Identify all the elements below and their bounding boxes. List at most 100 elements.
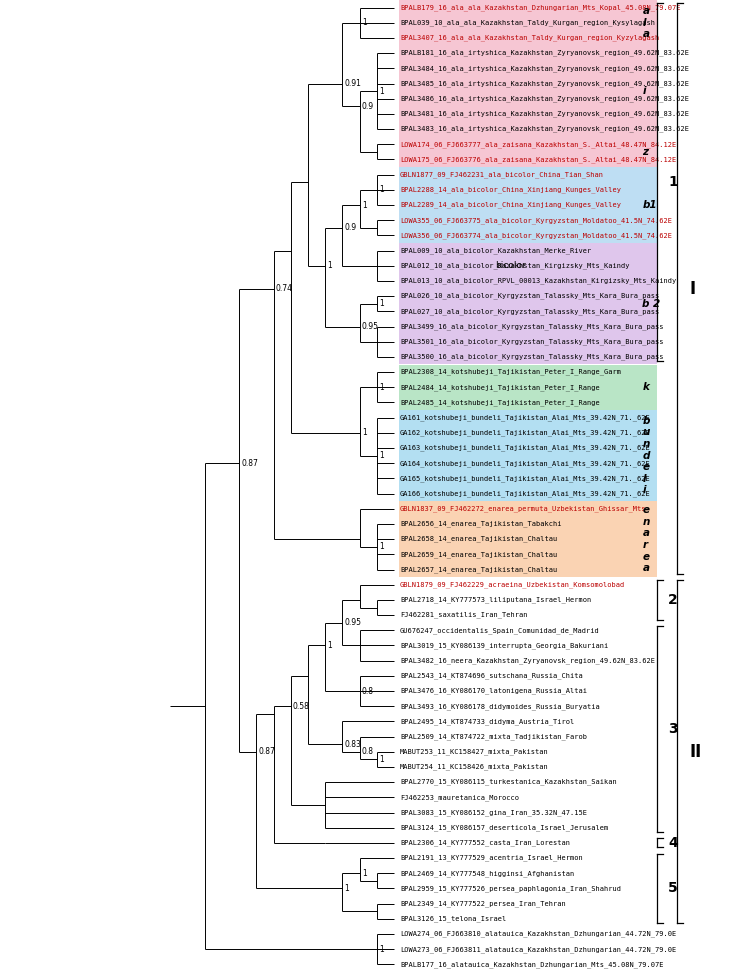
Text: BPAL2191_13_KY777529_acentria_Israel_Hermon: BPAL2191_13_KY777529_acentria_Israel_Her… [400,854,583,861]
Text: 0.9: 0.9 [362,102,374,111]
Text: BPALB181_16_ala_irtyshica_Kazakhstan_Zyryanovsk_region_49.62N_83.62E: BPALB181_16_ala_irtyshica_Kazakhstan_Zyr… [400,50,689,56]
Text: BPAL3019_15_KY086139_interrupta_Georgia_Bakuriani: BPAL3019_15_KY086139_interrupta_Georgia_… [400,642,608,648]
Text: 0.9: 0.9 [345,224,357,232]
Text: BPAL3481_16_ala_irtyshica_Kazakhstan_Zyryanovsk_region_49.62N_83.62E: BPAL3481_16_ala_irtyshica_Kazakhstan_Zyr… [400,111,689,118]
Text: 1: 1 [362,18,366,27]
Text: 2: 2 [668,593,677,607]
Text: LOWA273_06_FJ663811_alatauica_Kazakhstan_Dzhungarian_44.72N_79.0E: LOWA273_06_FJ663811_alatauica_Kazakhstan… [400,946,676,953]
Text: 0.8: 0.8 [362,686,374,696]
Text: BPAL3484_16_ala_irtyshica_Kazakhstan_Zyryanovsk_region_49.62N_83.62E: BPAL3484_16_ala_irtyshica_Kazakhstan_Zyr… [400,65,689,72]
Text: BPAL2543_14_KT874696_sutschana_Russia_Chita: BPAL2543_14_KT874696_sutschana_Russia_Ch… [400,673,583,679]
Text: BPAL2770_15_KY086115_turkestanica_Kazakhstan_Saikan: BPAL2770_15_KY086115_turkestanica_Kazakh… [400,779,617,785]
Text: MABUT254_11_KC158426_mixta_Pakistan: MABUT254_11_KC158426_mixta_Pakistan [400,764,549,770]
Text: 0.74: 0.74 [276,284,293,294]
Text: b
u
n
d
e
l
i: b u n d e l i [642,416,650,496]
Bar [399,364,657,410]
Text: BPAL2289_14_ala_bicolor_China_Xinjiang_Kunges_Valley: BPAL2289_14_ala_bicolor_China_Xinjiang_K… [400,202,621,208]
Text: 1: 1 [362,200,366,210]
Text: BPAL027_10_ala_bicolor_Kyrgyzstan_Talassky_Mts_Kara_Bura_pass: BPAL027_10_ala_bicolor_Kyrgyzstan_Talass… [400,308,659,315]
Bar [399,46,657,167]
Text: GA162_kotshubeji_bundeli_Tajikistan_Alai_Mts_39.42N_71._62E: GA162_kotshubeji_bundeli_Tajikistan_Alai… [400,430,650,436]
Text: BPALB179_16_ala_ala_Kazakhstan_Dzhungarian_Mts_Kopal_45.08N_79.07E: BPALB179_16_ala_ala_Kazakhstan_Dzhungari… [400,4,680,11]
Text: 1: 1 [379,451,384,460]
Text: LOWA355_06_FJ663775_ala_bicolor_Kyrgyzstan_Moldatoo_41.5N_74.62E: LOWA355_06_FJ663775_ala_bicolor_Kyrgyzst… [400,217,672,224]
Text: k: k [642,382,649,393]
Text: GA166_kotshubeji_bundeli_Tajikistan_Alai_Mts_39.42N_71._62E: GA166_kotshubeji_bundeli_Tajikistan_Alai… [400,490,650,497]
Text: BPAL2288_14_ala_bicolor_China_Xinjiang_Kunges_Valley: BPAL2288_14_ala_bicolor_China_Xinjiang_K… [400,187,621,193]
Text: 5: 5 [668,882,677,895]
Text: 1: 1 [328,641,332,650]
Text: BPAL2658_14_enarea_Tajikistan_Chaltau: BPAL2658_14_enarea_Tajikistan_Chaltau [400,536,557,542]
Text: GA165_kotshubeji_bundeli_Tajikistan_Alai_Mts_39.42N_71._62E: GA165_kotshubeji_bundeli_Tajikistan_Alai… [400,475,650,482]
Text: BPAL2959_15_KY777526_persea_paphlagonia_Iran_Shahrud: BPAL2959_15_KY777526_persea_paphlagonia_… [400,885,621,891]
Text: BPAL2657_14_enarea_Tajikistan_Chaltau: BPAL2657_14_enarea_Tajikistan_Chaltau [400,567,557,573]
Text: BPALB177_16_alatauica_Kazakhstan_Dzhungarian_Mts_45.08N_79.07E: BPALB177_16_alatauica_Kazakhstan_Dzhunga… [400,961,664,968]
Text: 0.83: 0.83 [345,740,361,748]
Text: MABUT253_11_KC158427_mixta_Pakistan: MABUT253_11_KC158427_mixta_Pakistan [400,748,549,755]
Text: 0.8: 0.8 [362,747,374,756]
Text: II: II [690,743,702,761]
Text: I: I [690,280,696,297]
Text: GBLN1877_09_FJ462231_ala_bicolor_China_Tian_Shan: GBLN1877_09_FJ462231_ala_bicolor_China_T… [400,171,604,178]
Text: i: i [642,87,646,96]
Text: GBLN1837_09_FJ462272_enarea_permuta_Uzbekistan_Ghissar_Mts: GBLN1837_09_FJ462272_enarea_permuta_Uzbe… [400,505,647,512]
Text: BPAL3476_16_KY086170_latonigena_Russia_Altai: BPAL3476_16_KY086170_latonigena_Russia_A… [400,688,587,694]
Bar [399,0,657,46]
Text: 1: 1 [379,542,384,551]
Text: BPAL2308_14_kotshubeji_Tajikistan_Peter_I_Range_Garm: BPAL2308_14_kotshubeji_Tajikistan_Peter_… [400,368,621,375]
Text: 1: 1 [379,299,384,308]
Text: 1: 1 [379,945,384,954]
Text: a
l
a: a l a [642,6,650,40]
Text: BPAL2656_14_enarea_Tajikistan_Tabakchi: BPAL2656_14_enarea_Tajikistan_Tabakchi [400,521,561,527]
Text: bicolor: bicolor [495,261,526,270]
Bar [399,410,657,502]
Text: 1: 1 [668,175,677,190]
Text: GBLN1879_09_FJ462229_acraeina_Uzbekistan_Komsomolobad: GBLN1879_09_FJ462229_acraeina_Uzbekistan… [400,581,626,588]
Text: 1: 1 [328,261,332,270]
Text: BPAL3499_16_ala_bicolor_Kyrgyzstan_Talassky_Mts_Kara_Bura_pass: BPAL3499_16_ala_bicolor_Kyrgyzstan_Talas… [400,324,664,330]
Text: GA163_kotshubeji_bundeli_Tajikistan_Alai_Mts_39.42N_71._62E: GA163_kotshubeji_bundeli_Tajikistan_Alai… [400,445,650,451]
Text: BPAL2495_14_KT874733_didyma_Austria_Tirol: BPAL2495_14_KT874733_didyma_Austria_Tiro… [400,718,575,725]
Text: 0.87: 0.87 [258,747,275,756]
Text: GA164_kotshubeji_bundeli_Tajikistan_Alai_Mts_39.42N_71._62E: GA164_kotshubeji_bundeli_Tajikistan_Alai… [400,460,650,467]
Text: 1: 1 [345,884,350,893]
Text: BPAL012_10_ala_bicolor_Kazakhstan_Kirgizsky_Mts_Kaindy: BPAL012_10_ala_bicolor_Kazakhstan_Kirgiz… [400,262,629,269]
Text: BPAL2718_14_KY777573_liliputana_Israel_Hermon: BPAL2718_14_KY777573_liliputana_Israel_H… [400,597,591,604]
Text: BPAL026_10_ala_bicolor_Kyrgyzstan_Talassky_Mts_Kara_Bura_pass: BPAL026_10_ala_bicolor_Kyrgyzstan_Talass… [400,293,659,299]
Text: 0.95: 0.95 [345,618,361,627]
Text: BPAL3483_16_ala_irtyshica_Kazakhstan_Zyryanovsk_region_49.62N_83.62E: BPAL3483_16_ala_irtyshica_Kazakhstan_Zyr… [400,125,689,132]
Text: BPAL3501_16_ala_bicolor_Kyrgyzstan_Talassky_Mts_Kara_Bura_pass: BPAL3501_16_ala_bicolor_Kyrgyzstan_Talas… [400,338,664,345]
Text: BPAL2485_14_kotshubeji_Tajikistan_Peter_I_Range: BPAL2485_14_kotshubeji_Tajikistan_Peter_… [400,399,600,405]
Text: 3: 3 [668,722,677,736]
Text: 0.58: 0.58 [293,702,310,711]
Bar [399,167,657,243]
Text: LOWA174_06_FJ663777_ala_zaisana_Kazakhstan_S._Altai_48.47N_84.12E: LOWA174_06_FJ663777_ala_zaisana_Kazakhst… [400,141,676,148]
Text: BPAL2659_14_enarea_Tajikistan_Chaltau: BPAL2659_14_enarea_Tajikistan_Chaltau [400,551,557,558]
Text: GA161_kotshubeji_bundeli_Tajikistan_Alai_Mts_39.42N_71._62E: GA161_kotshubeji_bundeli_Tajikistan_Alai… [400,414,650,421]
Text: 1: 1 [379,87,384,95]
Text: BPAL2349_14_KY777522_persea_Iran_Tehran: BPAL2349_14_KY777522_persea_Iran_Tehran [400,900,566,907]
Text: FJ462253_mauretanica_Morocco: FJ462253_mauretanica_Morocco [400,794,519,801]
Text: BPAL3407_16_ala_ala_Kazakhstan_Taldy_Kurgan_region_Kyzylagash: BPAL3407_16_ala_ala_Kazakhstan_Taldy_Kur… [400,35,659,41]
Text: BPAL009_10_ala_bicolor_Kazakhstan_Merke_River: BPAL009_10_ala_bicolor_Kazakhstan_Merke_… [400,247,591,254]
Text: 0.95: 0.95 [362,322,379,331]
Text: BPAL2469_14_KY777548_higginsi_Afghanistan: BPAL2469_14_KY777548_higginsi_Afghanista… [400,870,575,877]
Text: 0.87: 0.87 [241,459,258,468]
Text: 1: 1 [379,186,384,194]
Text: LOWA175_06_FJ663776_ala_zaisana_Kazakhstan_S._Altai_48.47N_84.12E: LOWA175_06_FJ663776_ala_zaisana_Kazakhst… [400,156,676,162]
Text: LOWA356_06_FJ663774_ala_bicolor_Kyrgyzstan_Moldatoo_41.5N_74.62E: LOWA356_06_FJ663774_ala_bicolor_Kyrgyzst… [400,232,672,239]
Text: 0.91: 0.91 [345,79,361,88]
Text: BPAL2509_14_KT874722_mixta_Tadjikistan_Farob: BPAL2509_14_KT874722_mixta_Tadjikistan_F… [400,733,587,740]
Text: e
n
a
r
e
a: e n a r e a [642,505,650,573]
Text: b1: b1 [642,200,657,210]
Text: b 2: b 2 [642,298,661,309]
Text: GU676247_occidentalis_Spain_Comunidad_de_Madrid: GU676247_occidentalis_Spain_Comunidad_de… [400,627,600,634]
Text: BPAL3493_16_KY086178_didymoides_Russia_Buryatia: BPAL3493_16_KY086178_didymoides_Russia_B… [400,703,600,710]
Bar [399,502,657,577]
Text: LOWA274_06_FJ663810_alatauica_Kazakhstan_Dzhungarian_44.72N_79.0E: LOWA274_06_FJ663810_alatauica_Kazakhstan… [400,931,676,937]
Text: 1: 1 [362,429,366,437]
Text: BPAL013_10_ala_bicolor_RPVL_00013_Kazakhstan_Kirgizsky_Mts_Kaindy: BPAL013_10_ala_bicolor_RPVL_00013_Kazakh… [400,278,676,284]
Text: BPAL3500_16_ala_bicolor_Kyrgyzstan_Talassky_Mts_Kara_Bura_pass: BPAL3500_16_ala_bicolor_Kyrgyzstan_Talas… [400,354,664,361]
Text: FJ462281_saxatilis_Iran_Tehran: FJ462281_saxatilis_Iran_Tehran [400,611,528,618]
Text: BPAL3485_16_ala_irtyshica_Kazakhstan_Zyryanovsk_region_49.62N_83.62E: BPAL3485_16_ala_irtyshica_Kazakhstan_Zyr… [400,81,689,87]
